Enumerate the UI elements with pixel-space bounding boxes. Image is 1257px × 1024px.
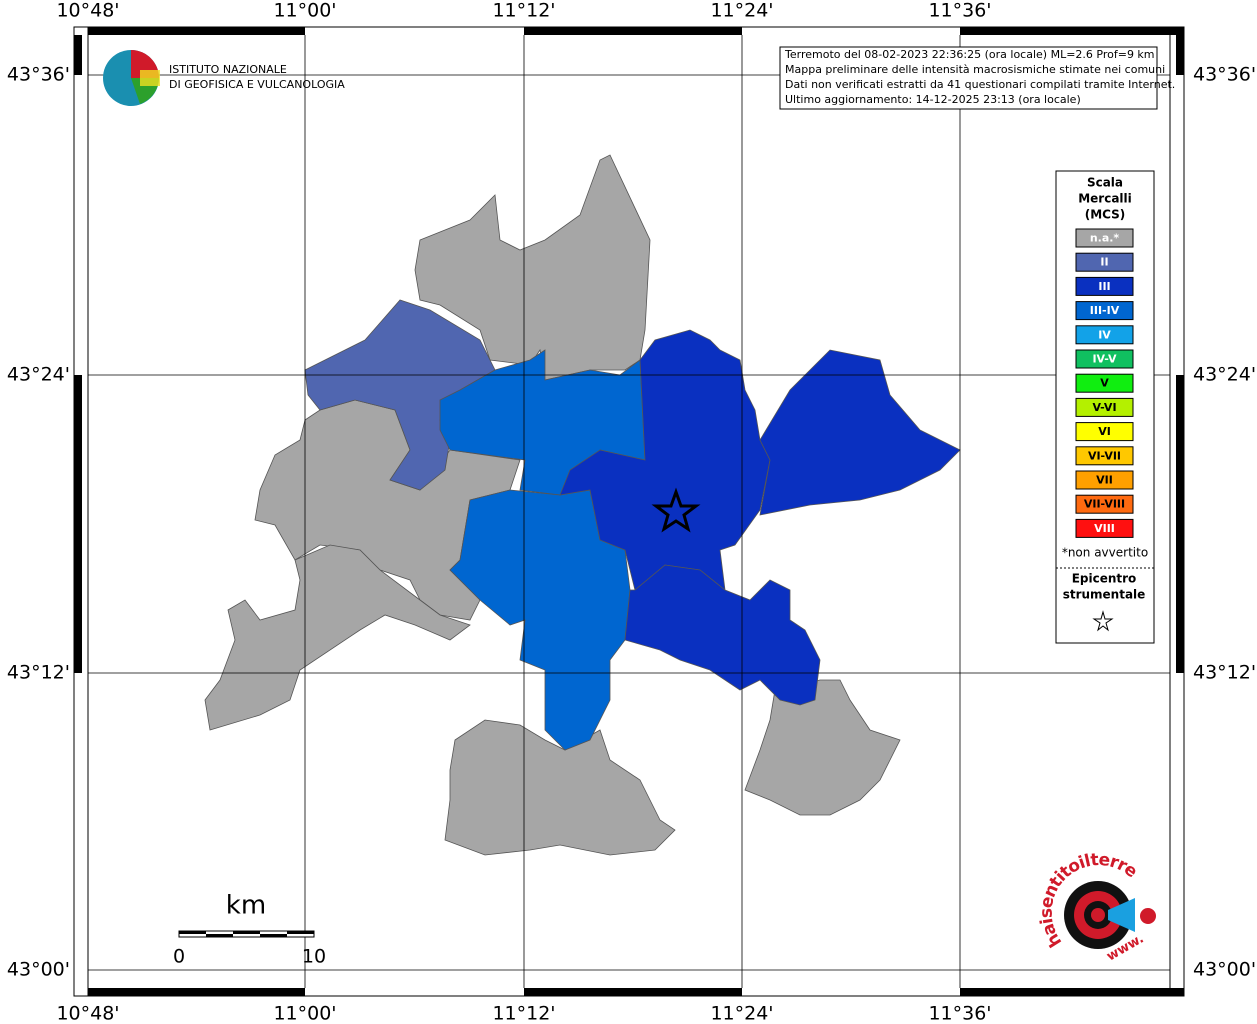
- legend-swatch: [1075, 325, 1134, 345]
- area-na: [204, 544, 471, 731]
- legend-label: n.a.*: [1090, 232, 1120, 245]
- logo-text: ISTITUTO NAZIONALE: [169, 63, 287, 76]
- ingv-logo: ISTITUTO NAZIONALE DI GEOFISICA E VULCAN…: [103, 50, 345, 106]
- scale-label: 10: [302, 946, 326, 968]
- legend-swatch: [1075, 470, 1134, 490]
- info-line: Terremoto del 08-02-2023 22:36:25 (ora l…: [784, 48, 1155, 61]
- longitude-label: 11°36': [928, 1003, 991, 1024]
- longitude-label: 11°00': [273, 0, 336, 22]
- latitude-label: 43°24': [1193, 364, 1256, 386]
- legend-swatch: [1075, 494, 1134, 514]
- legend-label: VIII: [1094, 522, 1115, 535]
- longitude-label: 10°48': [56, 1003, 119, 1024]
- legend-title: (MCS): [1085, 208, 1126, 222]
- info-lines: Terremoto del 08-02-2023 22:36:25 (ora l…: [784, 48, 1175, 106]
- legend-label: VII: [1096, 474, 1113, 487]
- area-na: [744, 679, 901, 816]
- info-line: Dati non verificati estratti da 41 quest…: [785, 78, 1175, 91]
- legend: ScalaMercalli(MCS)n.a.*IIIIIIII-IVIVIV-V…: [1062, 176, 1148, 602]
- municipalities: [204, 154, 961, 856]
- legend-swatch: [1075, 349, 1134, 369]
- frame-band: [73, 26, 1185, 997]
- legend-label: II: [1100, 256, 1108, 269]
- area-iii: [559, 329, 771, 591]
- info-line: Mappa preliminare delle intensità macros…: [785, 63, 1165, 76]
- legend-swatch: [1075, 228, 1134, 248]
- latitude-label: 43°00': [1193, 959, 1256, 981]
- longitude-label: 11°12': [492, 1003, 555, 1024]
- legend-note: *non avvertito: [1062, 546, 1148, 560]
- legend-swatch: [1075, 252, 1134, 272]
- legend-swatch: [1075, 397, 1134, 417]
- latitude-label: 43°36': [1193, 64, 1256, 86]
- legend-label: V-VI: [1092, 401, 1116, 414]
- scale-unit: km: [226, 891, 266, 921]
- latitude-label: 43°00': [7, 959, 70, 981]
- info-box: [779, 46, 1158, 110]
- latitude-label: 43°12': [1193, 662, 1256, 684]
- legend-title: Scala: [1087, 176, 1123, 190]
- latitude-label: 43°36': [7, 64, 70, 86]
- legend-label: VII-VIII: [1084, 498, 1125, 511]
- legend-label: III: [1098, 280, 1110, 293]
- axis-labels: 10°48' 10°48' 11°00' 11°00' 11°12' 11°12' 11°2…: [7, 0, 1256, 1024]
- info-line: Ultimo aggiornamento: 14-12-2025 23:13 (…: [785, 93, 1081, 106]
- longitude-label: 11°36': [928, 0, 991, 22]
- legend-swatch: [1075, 446, 1134, 466]
- latitude-label: 43°12': [7, 662, 70, 684]
- latitude-label: 43°24': [7, 364, 70, 386]
- legend-label: VI: [1098, 425, 1111, 438]
- legend-title: Mercalli: [1078, 192, 1132, 206]
- scale-label: 0: [173, 946, 185, 968]
- area-iii: [759, 349, 961, 516]
- area-iii: [624, 564, 821, 706]
- legend-swatch: [1075, 518, 1134, 538]
- legend-swatch: [1075, 301, 1134, 321]
- legend-epicenter: Epicentro: [1072, 572, 1137, 586]
- legend-swatch: [1075, 276, 1134, 296]
- longitude-label: 11°24': [710, 0, 773, 22]
- epicenter-star: [651, 487, 701, 533]
- legend-star: [1092, 610, 1114, 632]
- legend-swatch: [1075, 373, 1134, 393]
- scale-bar: km 0 10: [173, 891, 326, 968]
- area-na: [444, 719, 676, 856]
- longitude-label: 11°24': [710, 1003, 773, 1024]
- legend-label: III-IV: [1090, 304, 1120, 317]
- legend-epicenter: strumentale: [1063, 588, 1146, 602]
- logo-text: DI GEOFISICA E VULCANOLOGIA: [169, 78, 345, 91]
- longitude-label: 11°12': [492, 0, 555, 22]
- legend-label: VI-VII: [1088, 449, 1121, 462]
- longitude-label: 11°00': [273, 1003, 336, 1024]
- longitude-label: 10°48': [56, 0, 119, 22]
- legend-swatch: [1075, 422, 1134, 442]
- legend-label: IV-V: [1092, 353, 1117, 366]
- legend-label: IV: [1098, 328, 1111, 341]
- graticule: [88, 35, 1170, 988]
- legend-label: V: [1100, 377, 1109, 390]
